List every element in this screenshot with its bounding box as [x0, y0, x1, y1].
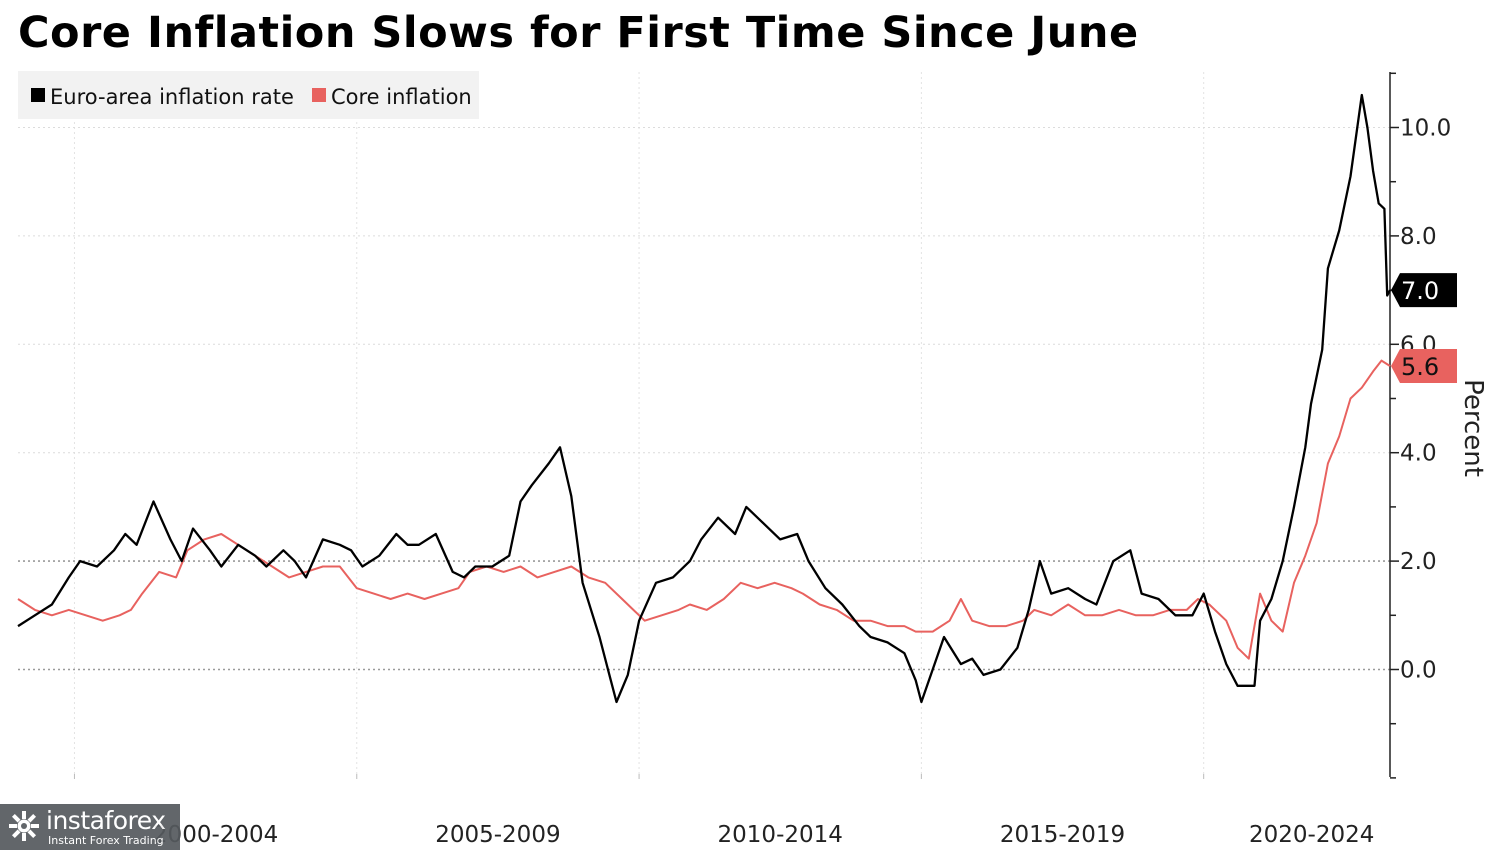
y-axis-title: Percent	[1458, 379, 1488, 477]
series-line-0	[17, 93, 1392, 704]
y-tick-label-5: 10.0	[1400, 116, 1451, 142]
last-value-badge-0	[1391, 273, 1457, 308]
y-axis: 0.02.04.06.08.010.0	[73, 72, 1451, 779]
last-value-badges: 7.0 5.6	[1391, 273, 1457, 383]
y-tick-label-2: 4.0	[1400, 441, 1437, 467]
watermark-name: instaforex	[46, 806, 166, 835]
watermark: instaforex Instant Forex Trading	[0, 804, 180, 850]
x-tick-label-2: 2010-2014	[718, 822, 843, 848]
legend-label-core-inflation: Core inflation	[331, 85, 472, 109]
x-tick-label-1: 2005-2009	[435, 822, 560, 848]
instaforex-logo-icon	[9, 811, 39, 841]
plot-area	[17, 93, 1392, 704]
legend-background	[18, 71, 479, 119]
last-value-label-0: 7.0	[1401, 277, 1439, 305]
legend-label-euro-area-inflation: Euro-area inflation rate	[50, 85, 294, 109]
chart-title: Core Inflation Slows for First Time Sinc…	[18, 8, 1139, 58]
y-tick-label-4: 8.0	[1400, 224, 1437, 250]
last-value-badge-1	[1391, 348, 1457, 383]
y-tick-label-0: 0.0	[1400, 658, 1437, 684]
legend-swatch-core-inflation	[312, 88, 326, 102]
x-tick-label-4: 2020-2024	[1249, 822, 1374, 848]
watermark-tagline: Instant Forex Trading	[48, 834, 164, 847]
legend: Euro-area inflation rate Core inflation	[18, 71, 479, 119]
last-value-label-1: 5.6	[1401, 353, 1439, 381]
y-tick-label-1: 2.0	[1400, 549, 1437, 575]
chart-grid	[18, 72, 1390, 777]
x-tick-label-3: 2015-2019	[1000, 822, 1125, 848]
legend-swatch-euro-area-inflation	[31, 88, 45, 102]
series-line-1	[17, 359, 1391, 660]
x-axis: 2000-2004 2005-2009 2010-2014 2015-2019 2020…	[153, 822, 1374, 848]
